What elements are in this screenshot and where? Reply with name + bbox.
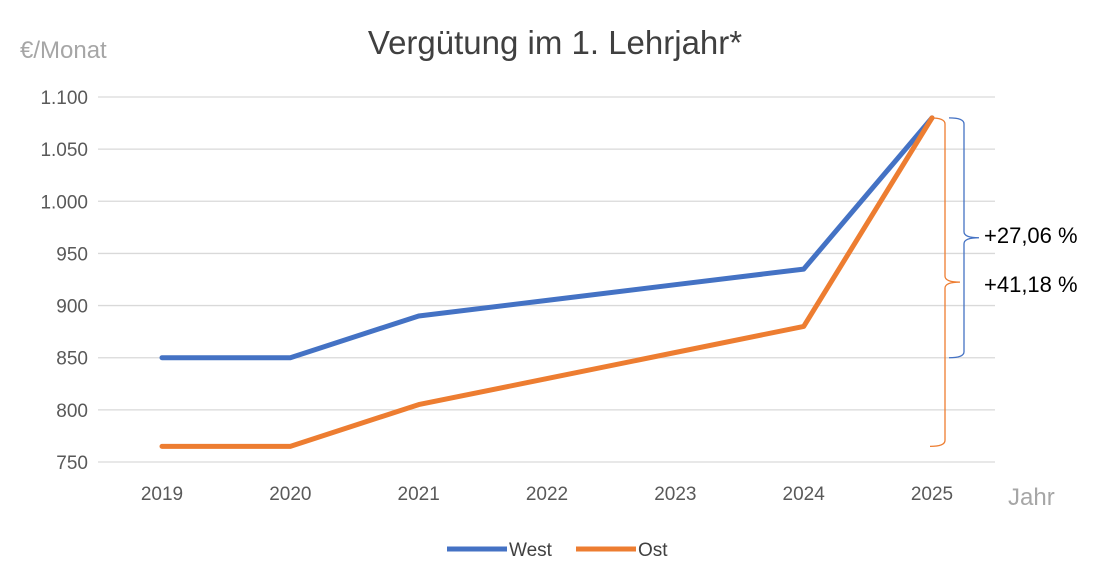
y-tick-label: 850 bbox=[56, 349, 88, 370]
y-tick-label: 900 bbox=[56, 297, 88, 318]
x-tick-label: 2024 bbox=[783, 484, 826, 505]
series-lines bbox=[159, 115, 935, 449]
growth-annotations: +27,06 % +41,18 % bbox=[929, 117, 1078, 448]
y-tick-label: 950 bbox=[56, 244, 88, 265]
series-line-ost bbox=[159, 115, 935, 449]
y-tick-labels: 750 800 850 900 950 1.000 1.050 1.100 bbox=[40, 88, 88, 474]
y-tick-label: 1.000 bbox=[40, 192, 88, 213]
y-tick-label: 750 bbox=[56, 453, 88, 474]
x-axis-unit-label: Jahr bbox=[1008, 484, 1055, 511]
brace-west bbox=[948, 117, 980, 359]
x-tick-label: 2023 bbox=[654, 484, 696, 505]
series-line-west bbox=[159, 115, 935, 361]
x-tick-label: 2020 bbox=[269, 484, 311, 505]
y-tick-label: 800 bbox=[56, 401, 88, 422]
growth-label-west: +27,06 % bbox=[984, 223, 1078, 248]
gridlines bbox=[98, 96, 995, 463]
x-tick-label: 2019 bbox=[141, 484, 183, 505]
x-tick-label: 2022 bbox=[526, 484, 568, 505]
legend-label-west: West bbox=[509, 540, 553, 561]
growth-label-ost: +41,18 % bbox=[984, 272, 1078, 297]
legend-label-ost: Ost bbox=[638, 540, 668, 561]
x-tick-label: 2021 bbox=[398, 484, 440, 505]
x-tick-labels: 2019 2020 2021 2022 2023 2024 2025 bbox=[141, 484, 953, 505]
x-tick-label: 2025 bbox=[911, 484, 953, 505]
brace-ost bbox=[929, 117, 961, 448]
y-tick-label: 1.050 bbox=[40, 140, 88, 161]
chart-title: Vergütung im 1. Lehrjahr* bbox=[368, 24, 742, 61]
y-axis-unit-label: €/Monat bbox=[20, 37, 107, 64]
y-tick-label: 1.100 bbox=[40, 88, 88, 109]
legend: West Ost bbox=[447, 540, 668, 561]
